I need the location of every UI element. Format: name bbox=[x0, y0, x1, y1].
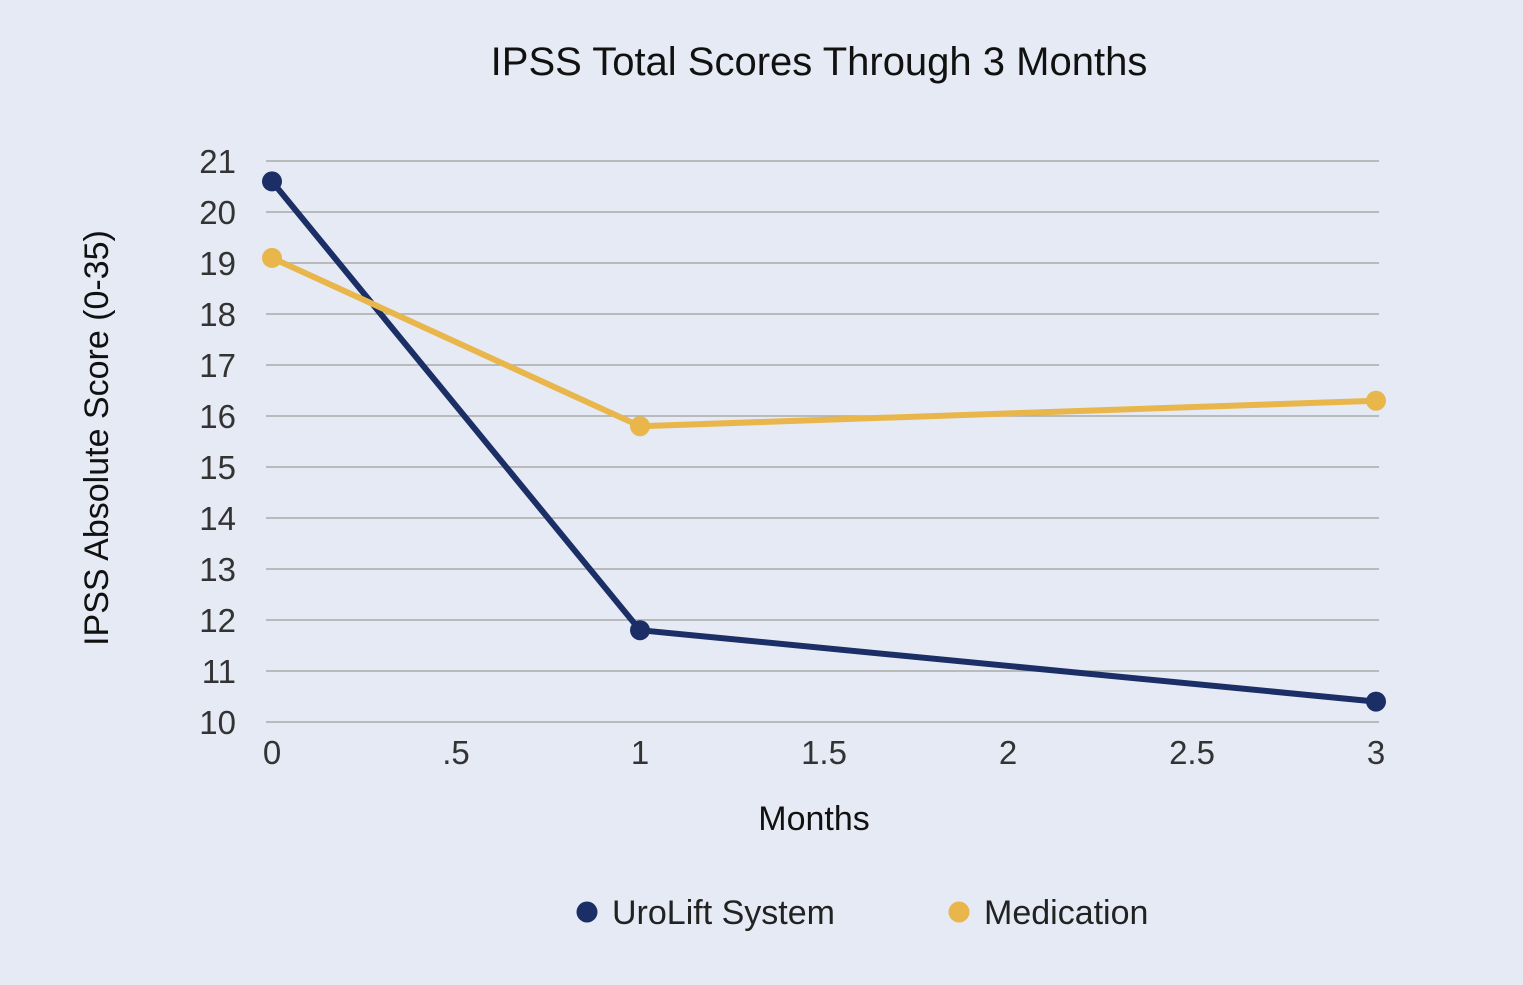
x-tick-label: 3 bbox=[1367, 734, 1385, 771]
data-point bbox=[1366, 390, 1386, 411]
legend: UroLift System Medication bbox=[576, 894, 1148, 932]
y-tick-label: 10 bbox=[199, 704, 236, 741]
x-tick-label: 2.5 bbox=[1169, 734, 1215, 771]
series-2 bbox=[262, 247, 1386, 437]
gridlines bbox=[266, 160, 1379, 723]
y-axis-title: IPSS Absolute Score (0-35) bbox=[78, 230, 116, 646]
x-tick-label: .5 bbox=[442, 734, 470, 771]
x-axis-ticks: 0 .5 1 1.5 2 2.5 3 bbox=[263, 734, 1385, 771]
x-tick-label: 2 bbox=[999, 734, 1017, 771]
y-tick-label: 15 bbox=[199, 449, 236, 486]
y-tick-label: 14 bbox=[199, 500, 236, 537]
y-tick-label: 12 bbox=[199, 602, 236, 639]
y-tick-label: 20 bbox=[199, 194, 236, 231]
y-tick-label: 21 bbox=[199, 143, 236, 180]
series-1 bbox=[262, 171, 1386, 712]
series-layer bbox=[262, 171, 1386, 712]
x-axis-title: Months bbox=[758, 800, 870, 838]
series-line bbox=[269, 178, 1379, 705]
y-tick-label: 16 bbox=[199, 398, 236, 435]
series-line bbox=[269, 254, 1379, 430]
data-point bbox=[630, 416, 650, 437]
legend-marker bbox=[576, 901, 598, 923]
data-point bbox=[630, 620, 650, 641]
y-tick-label: 18 bbox=[199, 296, 236, 333]
x-tick-label: 1.5 bbox=[801, 734, 847, 771]
data-point bbox=[262, 171, 282, 192]
x-tick-label: 1 bbox=[631, 734, 649, 771]
x-tick-label: 0 bbox=[263, 734, 281, 771]
legend-item: Medication bbox=[948, 894, 1148, 932]
data-point bbox=[262, 247, 282, 268]
legend-label: UroLift System bbox=[612, 894, 835, 932]
y-tick-label: 19 bbox=[199, 245, 236, 282]
y-axis-ticks: 10 11 12 13 14 15 16 17 18 19 20 21 bbox=[199, 143, 236, 741]
data-point bbox=[1366, 691, 1386, 712]
y-tick-label: 13 bbox=[199, 551, 236, 588]
y-tick-label: 17 bbox=[199, 347, 236, 384]
legend-marker bbox=[948, 901, 970, 923]
chart-title: IPSS Total Scores Through 3 Months bbox=[491, 40, 1148, 84]
legend-label: Medication bbox=[984, 894, 1148, 932]
y-tick-label: 11 bbox=[202, 653, 236, 690]
legend-item: UroLift System bbox=[576, 894, 835, 932]
